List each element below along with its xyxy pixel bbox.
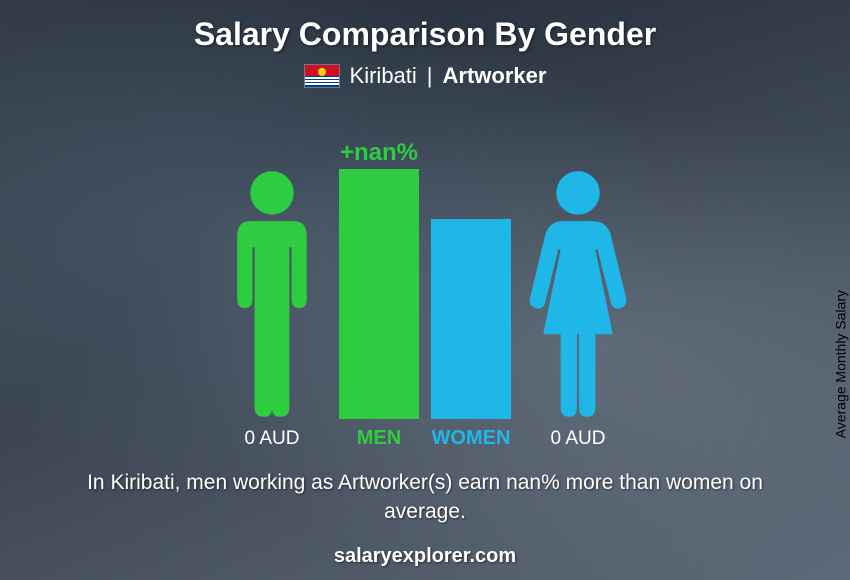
men-value: 0 AUD bbox=[217, 428, 327, 450]
comparison-chart: +nan% bbox=[145, 109, 705, 419]
female-person-icon bbox=[523, 169, 633, 419]
page-title: Salary Comparison By Gender bbox=[0, 0, 850, 53]
separator: | bbox=[427, 63, 433, 89]
women-bar bbox=[431, 219, 511, 419]
male-person-icon bbox=[217, 169, 327, 419]
subtitle-row: Kiribati | Artworker bbox=[0, 63, 850, 89]
labels-row: 0 AUD MEN WOMEN 0 AUD bbox=[0, 427, 850, 450]
country-label: Kiribati bbox=[350, 63, 417, 89]
difference-label: +nan% bbox=[340, 139, 418, 167]
men-label: MEN bbox=[339, 427, 419, 450]
footer-source: salaryexplorer.com bbox=[0, 545, 850, 568]
kiribati-flag-icon bbox=[304, 64, 340, 88]
job-label: Artworker bbox=[443, 63, 547, 89]
men-bar: +nan% bbox=[339, 169, 419, 419]
women-label: WOMEN bbox=[431, 427, 511, 450]
y-axis-label: Average Monthly Salary bbox=[832, 290, 848, 438]
women-value: 0 AUD bbox=[523, 428, 633, 450]
description-text: In Kiribati, men working as Artworker(s)… bbox=[50, 468, 800, 527]
